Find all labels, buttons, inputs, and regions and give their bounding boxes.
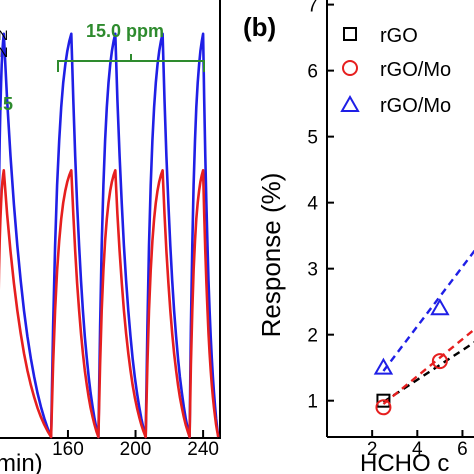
point-square (376, 393, 391, 408)
fit-line-circle (382, 328, 474, 405)
left-xtick-label: 160 (52, 439, 84, 460)
legend-marker-square (343, 27, 357, 41)
bracket-label: 15.0 ppm (86, 21, 164, 41)
legend-label-2: rGO/Mo (380, 59, 451, 81)
right-ytick-label: 4 (307, 194, 318, 215)
right-ytick-label: 6 (307, 62, 318, 83)
left-xtick-label: 200 (120, 439, 152, 460)
right-panel: (b) Response (%) 1 2 3 4 5 6 7 2 4 6 rGO rGO/Mo r… (243, 0, 474, 474)
partial-label-2: N (0, 27, 8, 43)
right-points-group (373, 298, 450, 416)
left-panel: 160 200 240 15.0 ppm .5 N N min) (0, 0, 221, 474)
right-xlabel-fragment: HCHO c (360, 450, 449, 474)
point-circle (375, 399, 392, 416)
right-xtick-label: 2 (367, 439, 378, 460)
right-ytick-label: 2 (307, 326, 318, 347)
right-ytick-label: 1 (307, 392, 318, 413)
legend-marker-triangle (340, 94, 360, 112)
response-curve-1 (0, 169, 220, 439)
point-circle (431, 353, 448, 370)
left-series-group (0, 32, 220, 439)
left-xticks-group: 160 200 240 (52, 430, 219, 460)
legend-marker-circle (342, 60, 358, 76)
response-curve-0 (0, 32, 220, 439)
left-plot-frame (0, 0, 221, 439)
partial-label-1: .5 (0, 94, 13, 114)
right-ytick-label: 5 (307, 128, 318, 149)
fit-line-triangle (382, 249, 474, 372)
right-ylabel: Response (%) (256, 173, 286, 338)
panel-label-b: (b) (243, 12, 276, 42)
right-ticks-group: 1 2 3 4 5 6 7 2 4 6 (307, 0, 467, 460)
point-triangle (373, 357, 394, 375)
partial-label-3: N (0, 44, 8, 60)
fit-line-square (382, 341, 474, 404)
legend-label-1: rGO (380, 25, 418, 47)
left-xtick-label: 240 (187, 439, 219, 460)
right-xtick-label: 4 (412, 439, 423, 460)
right-xtick-label: 6 (457, 439, 468, 460)
right-ytick-label: 3 (307, 260, 318, 281)
point-triangle (430, 298, 450, 316)
legend-label-3: rGO/Mo (380, 95, 451, 117)
ppm-bracket (57, 60, 205, 72)
right-fit-lines (382, 249, 474, 405)
left-xlabel-fragment: min) (0, 450, 43, 474)
right-ytick-label: 7 (307, 0, 318, 17)
legend: rGO rGO/Mo rGO/Mo (340, 25, 451, 117)
